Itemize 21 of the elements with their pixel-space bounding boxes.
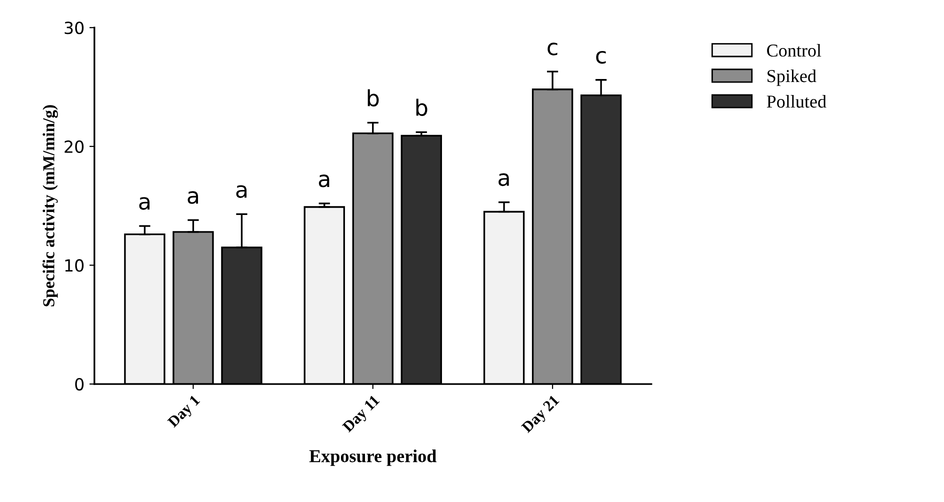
data-label: b — [416, 98, 428, 116]
data-label: b — [368, 89, 379, 106]
y-tick-label: 0 — [75, 378, 84, 391]
data-label: c — [548, 42, 558, 56]
x-axis-title: Exposure period — [309, 450, 436, 466]
y-axis-title: Specific activity (mM/min/g) — [42, 105, 58, 306]
x-tick-label: Day 11 — [342, 394, 382, 435]
y-tick-label: 10 — [65, 259, 84, 272]
data-label: a — [318, 174, 330, 188]
y-tick-label: 20 — [64, 140, 84, 153]
legend-label: Spiked — [768, 69, 816, 86]
data-label: a — [498, 173, 509, 186]
x-tick-label: Day 21 — [520, 394, 562, 436]
legend-label: Control — [767, 44, 822, 57]
data-label: a — [236, 185, 247, 198]
data-label: a — [188, 191, 198, 204]
x-tick-label: Day 1 — [167, 394, 202, 430]
data-label: a — [139, 197, 150, 210]
legend-label: Polluted — [766, 94, 826, 108]
y-tick-label: 30 — [64, 22, 84, 34]
data-label: c — [596, 50, 606, 64]
